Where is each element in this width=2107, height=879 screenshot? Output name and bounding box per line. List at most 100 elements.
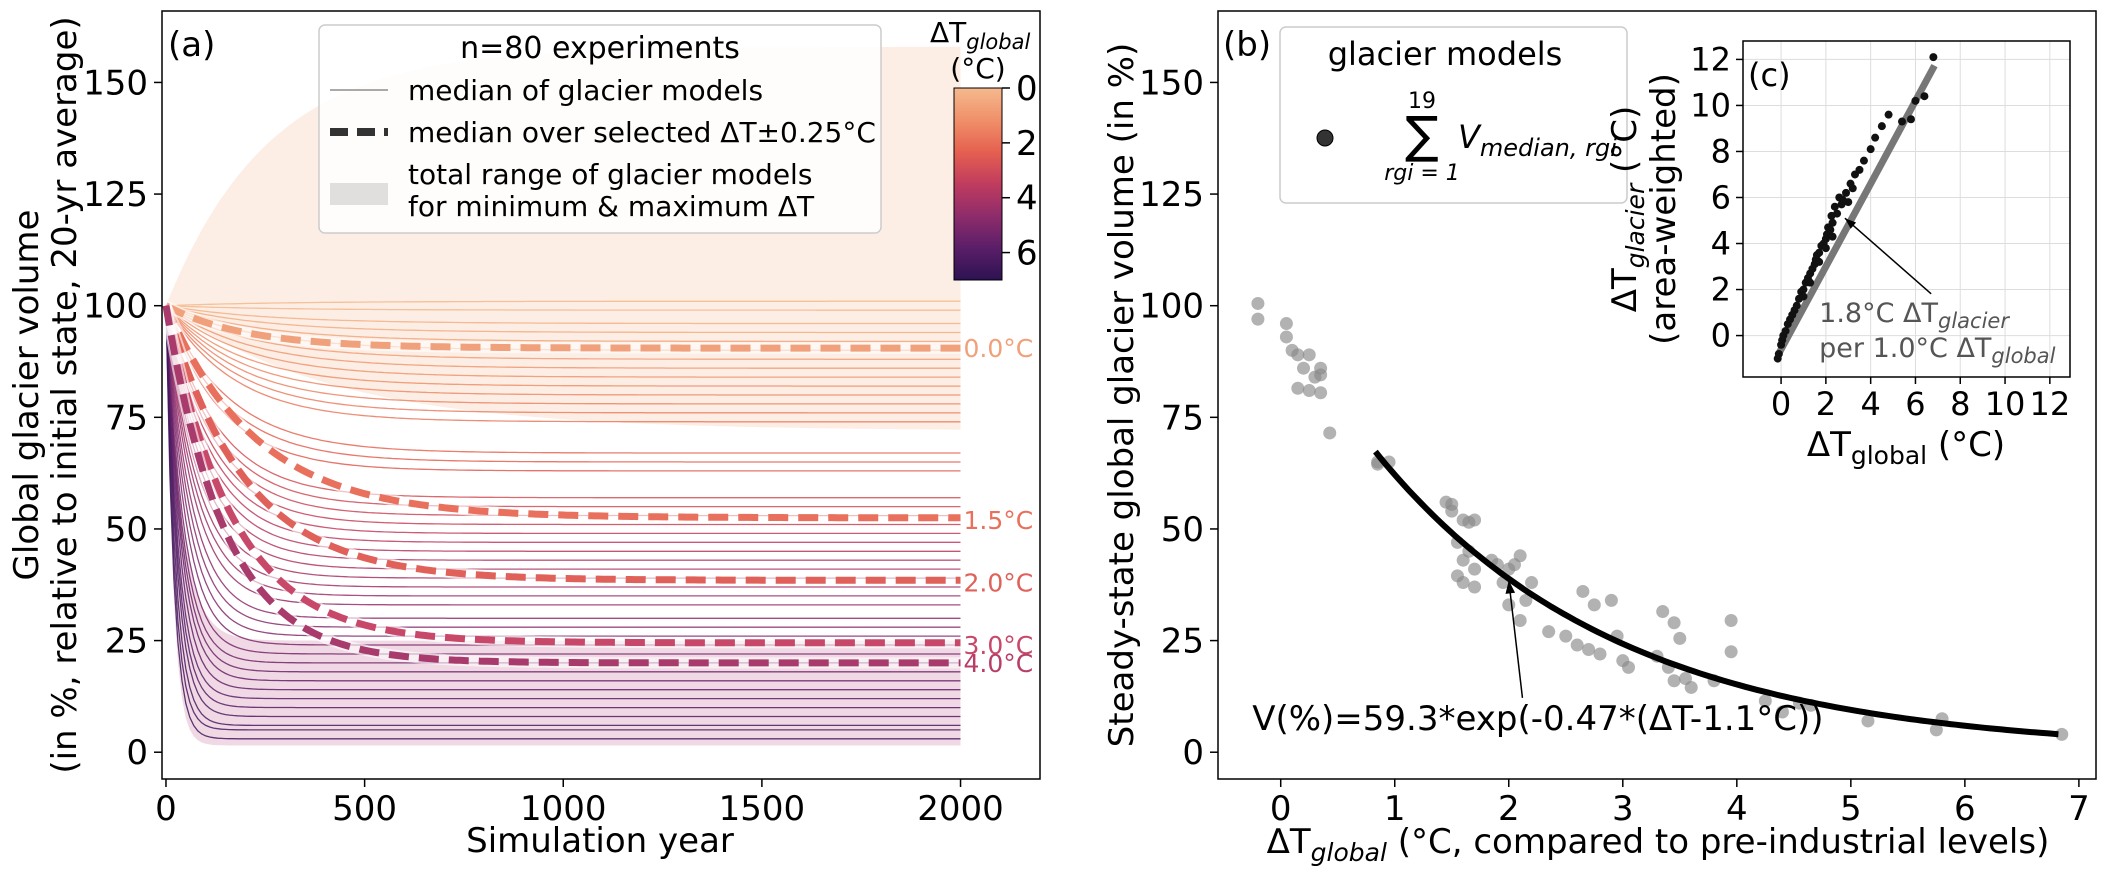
fit-equation: V(%)=59.3*exp(-0.47*(ΔT-1.1°C)) xyxy=(1252,699,1823,739)
median-line xyxy=(165,305,961,655)
legend-title-a: n=80 experiments xyxy=(460,31,740,66)
scatter-point xyxy=(1815,257,1824,266)
x-tick-label: 500 xyxy=(332,789,397,829)
grid-c xyxy=(1743,41,2070,377)
median-line xyxy=(165,305,961,311)
median-line xyxy=(165,305,961,423)
line-labels: 0.0°C 1.5°C 2.0°C 3.0°C4.0°C xyxy=(964,334,1034,678)
y-tick-label: 150 xyxy=(83,63,148,103)
y-tick-label: 25 xyxy=(1161,622,1204,662)
colorbar-tick-label: 0 xyxy=(1016,69,1038,109)
scatter-point xyxy=(1877,122,1886,131)
median-line xyxy=(165,300,961,307)
panel-label-c: (c) xyxy=(1748,56,1791,94)
scatter-point xyxy=(1570,638,1584,652)
panel-a: 0.0°C1.5°C2.0°C3.0°C4.0°C 0 500 1000 1500 20… xyxy=(7,10,1041,861)
scatter-point xyxy=(1781,326,1790,335)
x-tick-label: 0 xyxy=(1270,789,1292,829)
line-label: 1.5°C xyxy=(964,506,1034,535)
y-tick-label: 75 xyxy=(1161,398,1204,438)
legend-entry-thin: median of glacier models xyxy=(408,74,763,107)
y-axis-label-a-line1: Global glacier volume xyxy=(7,210,47,581)
scatter-point xyxy=(2055,727,2069,741)
x-tick-label: 3 xyxy=(1612,789,1634,829)
y-tick-label: 100 xyxy=(83,287,148,327)
median-line xyxy=(165,305,961,360)
scatter-point xyxy=(1792,301,1801,310)
x-tick-label: 5 xyxy=(1840,789,1862,829)
scatter-point xyxy=(1582,643,1596,657)
scatter-point xyxy=(1525,576,1539,590)
x-tick-label: 1 xyxy=(1384,789,1406,829)
median-line xyxy=(165,305,961,334)
median-line xyxy=(165,305,961,570)
scatter-point xyxy=(1828,232,1837,241)
scatter-point xyxy=(1291,381,1305,395)
y-tick-label: 25 xyxy=(105,622,148,662)
median-line xyxy=(165,305,961,588)
colorbar-ticks: 0 2 4 6 xyxy=(1002,69,1038,274)
y-tick-label: 150 xyxy=(1139,63,1204,103)
scatter-point xyxy=(1323,426,1337,440)
legend-box-a xyxy=(318,24,882,234)
x-tick-label: 1500 xyxy=(719,789,806,829)
x-tick-label: 8 xyxy=(1950,385,1970,423)
y-tick-label: 4 xyxy=(1711,225,1731,263)
scatter-point xyxy=(1502,598,1516,612)
scatter-point xyxy=(1468,513,1482,527)
y-tick-label: 50 xyxy=(105,510,148,550)
selected-median-line xyxy=(162,304,961,522)
scatter-points-b xyxy=(1251,296,2069,741)
median-line xyxy=(165,305,961,619)
panel-label-b: (b) xyxy=(1223,25,1271,65)
median-line xyxy=(165,305,961,325)
scatter-point xyxy=(1576,584,1590,598)
median-line xyxy=(165,305,961,682)
x-axis-a: 0 500 1000 1500 2000 xyxy=(155,779,1004,829)
y-axis-label-a-line2: (in %, relative to initial state, 20-yr … xyxy=(45,16,85,773)
plot-frame-b xyxy=(1217,10,2097,780)
legend-sum-top: 19 xyxy=(1408,89,1436,114)
scatter-point xyxy=(1842,188,1851,197)
x-axis-label-b: ΔTglobal (°C, compared to pre-industrial… xyxy=(1267,822,2050,867)
scatter-point xyxy=(1673,631,1687,645)
x-axis-label-c: ΔTglobal (°C) xyxy=(1807,425,2005,470)
y-tick-label: 75 xyxy=(105,398,148,438)
line-label: 3.0°C xyxy=(964,631,1034,660)
scatter-point xyxy=(1279,317,1293,331)
x-tick-label: 0 xyxy=(1771,385,1791,423)
x-tick-label: 4 xyxy=(1860,385,1880,423)
median-line xyxy=(165,305,961,463)
colorbar-unit: (°C) xyxy=(950,52,1005,85)
scatter-point xyxy=(1855,165,1864,174)
scatter-point xyxy=(1884,110,1893,119)
scatter-point xyxy=(1513,549,1527,563)
median-line xyxy=(165,305,961,454)
annotation-arrowhead-c xyxy=(1844,218,1857,229)
legend-entry-dashed: median over selected ΔT±0.25°C xyxy=(408,116,876,149)
scatter-point xyxy=(1861,714,1875,728)
selected-median-line xyxy=(162,305,961,667)
scatter-point xyxy=(1604,593,1618,607)
y-axis-label-c-line1: ΔTglacier (°C) xyxy=(1605,106,1650,313)
annotation-arrow-c xyxy=(1844,217,1932,295)
y-tick-label: 125 xyxy=(83,175,148,215)
scatter-point xyxy=(1468,562,1482,576)
y-tick-label: 125 xyxy=(1139,175,1204,215)
line-label: 0.0°C xyxy=(964,334,1034,363)
annotation-c-line1: 1.8°C ΔTglacier xyxy=(1819,298,2010,333)
x-axis-b: 0 1 2 3 4 5 6 7 xyxy=(1270,779,2090,829)
median-line xyxy=(165,305,961,709)
scatter-point xyxy=(1297,361,1311,375)
scatter-point xyxy=(1667,616,1681,630)
x-tick-label: 4 xyxy=(1726,789,1748,829)
median-line xyxy=(165,305,961,405)
scatter-point xyxy=(1593,647,1607,661)
median-line xyxy=(165,305,961,378)
fit-line-c xyxy=(1774,63,1938,358)
scatter-point xyxy=(1871,133,1880,142)
y-axis-label-c-line2: (area-weighted) xyxy=(1644,73,1684,345)
scatter-point xyxy=(1911,96,1920,105)
legend-sum-term: Vmedian, rgi xyxy=(1458,118,1617,162)
